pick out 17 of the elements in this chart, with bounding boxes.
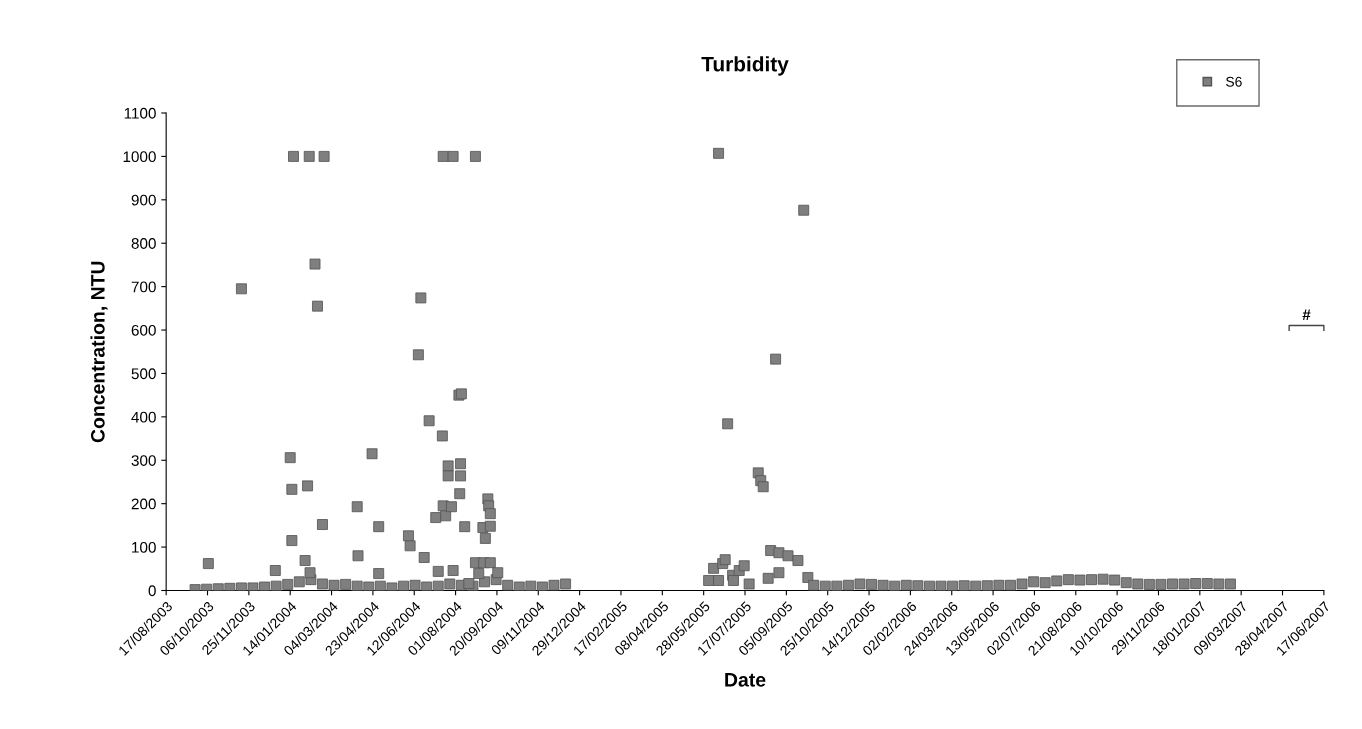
y-tick-label: 1100 — [124, 107, 156, 119]
y-tick-label: 900 — [131, 194, 156, 206]
y-tick-label: 300 — [131, 455, 156, 466]
y-tick-label: 100 — [132, 541, 156, 553]
y-axis-title: Concentration, NTU — [90, 261, 108, 443]
annotation: # — [1302, 309, 1311, 320]
y-tick-label: 1000 — [123, 151, 156, 163]
chart-title: Turbidity — [701, 56, 789, 76]
y-tick-label: 0 — [148, 585, 156, 597]
y-tick-label: 800 — [131, 238, 156, 249]
x-axis-title: Date — [725, 673, 766, 687]
y-tick-label: 200 — [131, 498, 156, 510]
legend-label: S6 — [1226, 76, 1242, 87]
y-tick-label: 400 — [131, 411, 156, 423]
y-tick-label: 700 — [131, 281, 156, 293]
y-tick-label: 600 — [131, 324, 156, 336]
y-tick-label: 500 — [131, 368, 156, 380]
